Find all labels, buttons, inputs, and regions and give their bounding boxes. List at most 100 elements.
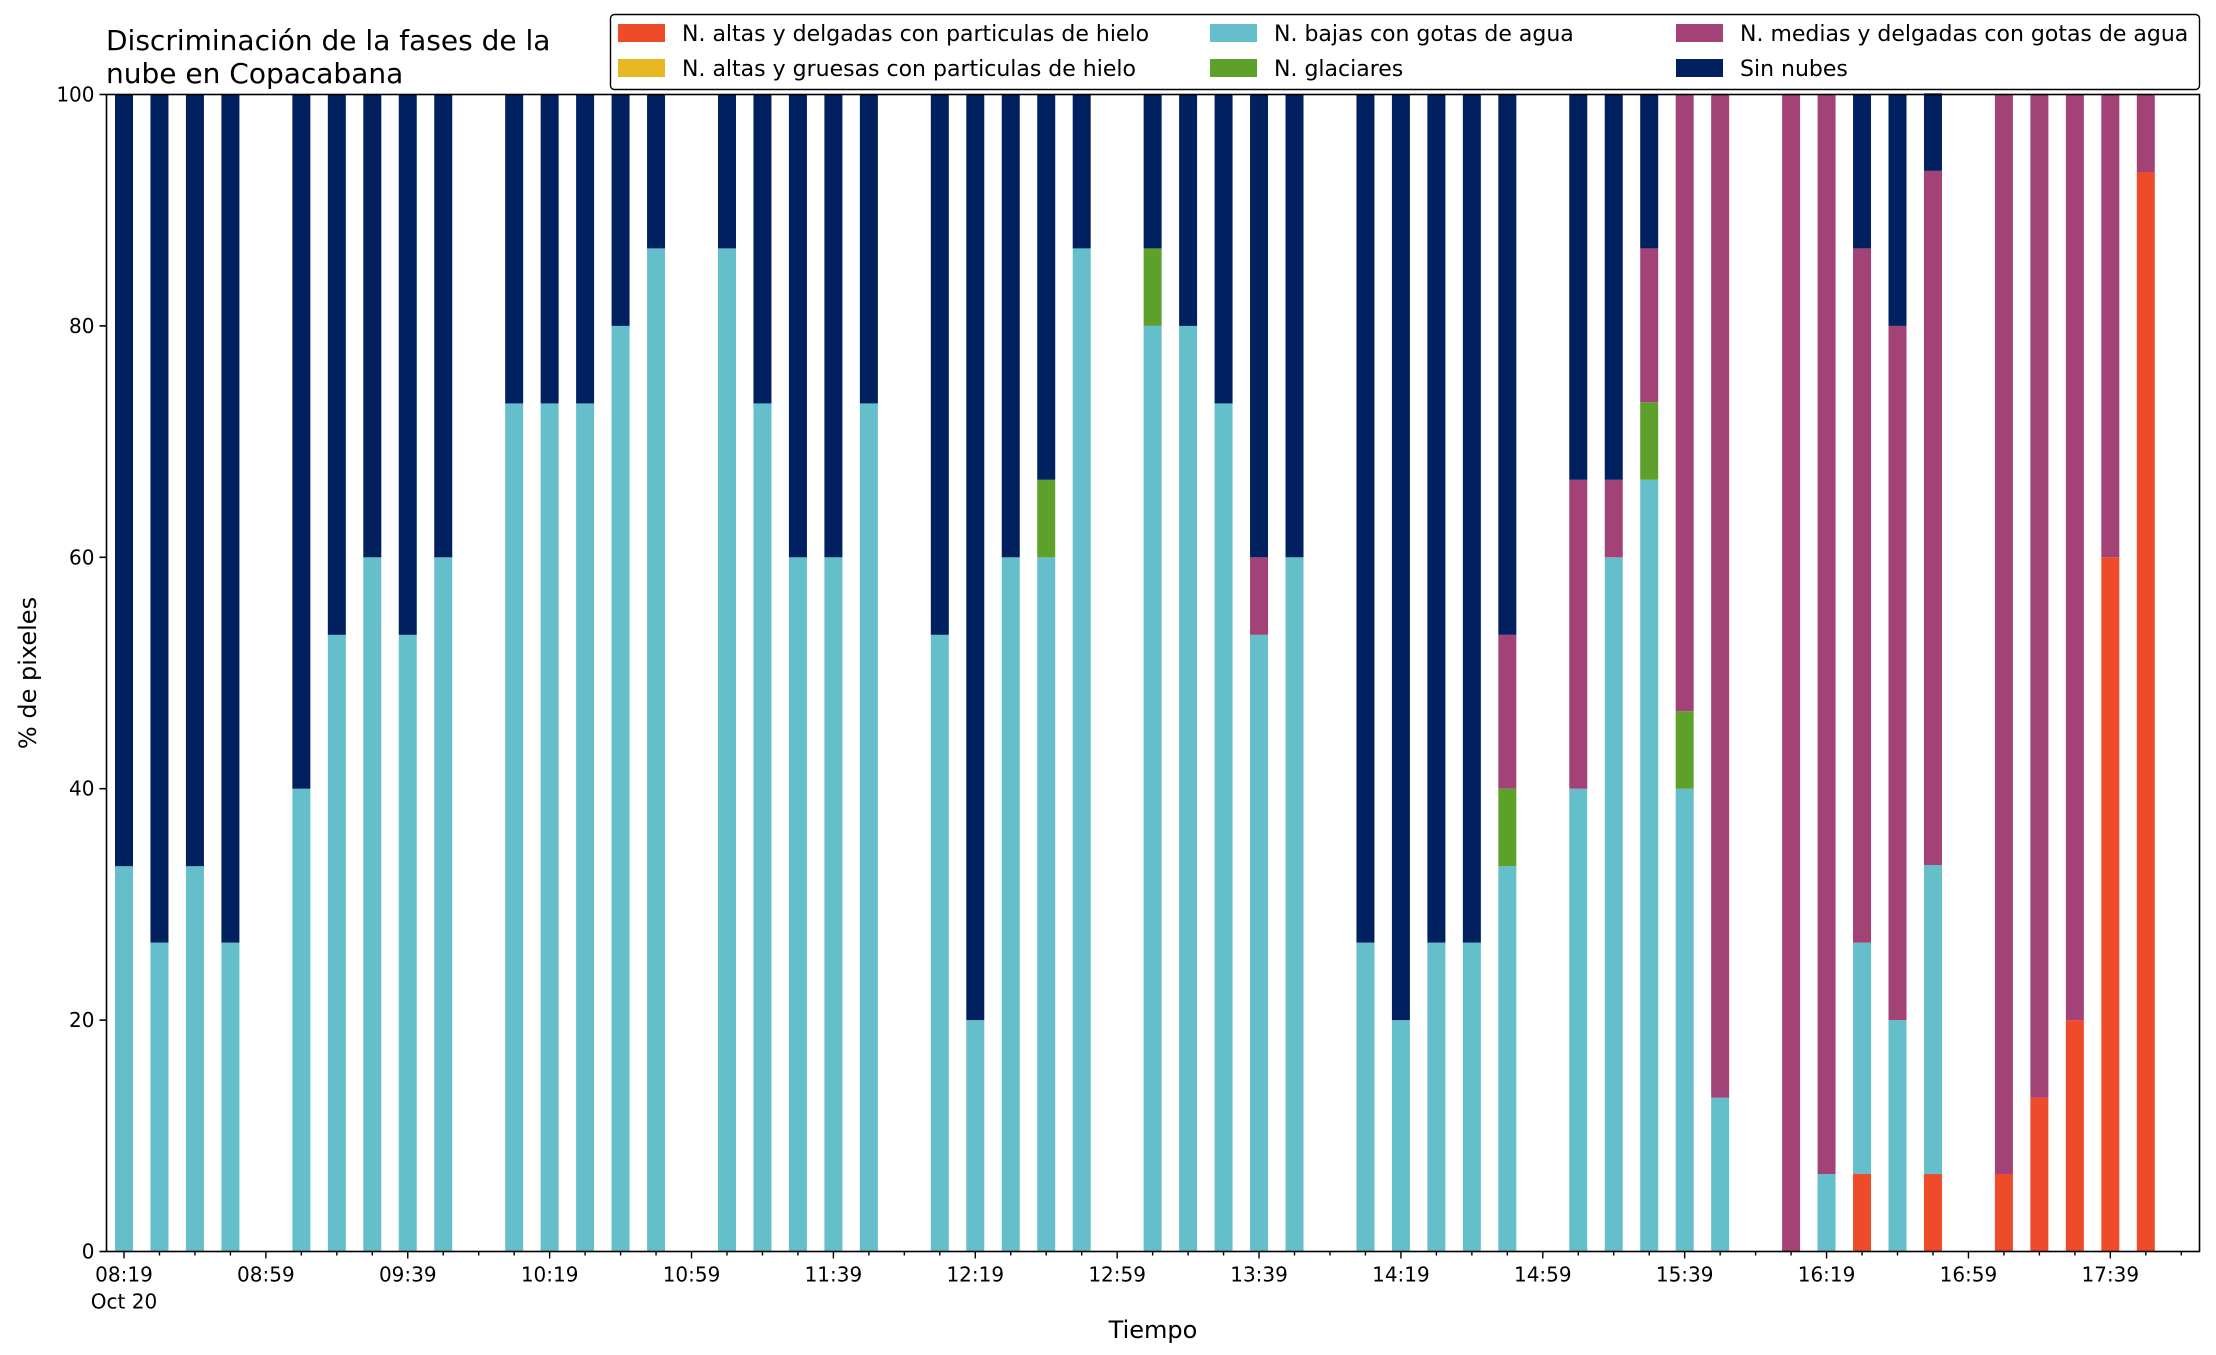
bar-stack [1391,94,1410,1252]
bar-stack [1001,94,1020,1252]
bar-segment [2136,172,2155,1252]
bar-segment [966,94,985,1021]
bar-segment [1356,94,1375,943]
bar-segment [2136,94,2155,173]
bar-stack [1285,94,1304,1252]
bar-segment [1462,942,1481,1252]
bar-segment [398,94,417,635]
legend-label: N. altas y delgadas con particulas de hi… [682,22,1149,47]
bar-stack [576,94,595,1252]
bar-segment [647,248,666,1252]
bar-segment [505,94,524,404]
bar-segment [576,94,595,404]
x-tick-label: 10:19 [521,1263,579,1287]
legend-label: Sin nubes [1740,57,1848,82]
bar-stack [1923,93,1942,1252]
x-tick-label: 11:39 [805,1263,863,1287]
y-axis-label: % de pixeles [14,597,42,749]
bar-stack [1994,94,2013,1252]
bar-stack [434,94,453,1252]
bar-stack [1498,94,1517,1252]
bar-stack [1143,94,1162,1252]
bar-segment [1214,403,1233,1252]
legend-swatch [1210,59,1257,77]
legend-swatch [1676,24,1723,42]
x-axis-label: Tiempo [1108,1316,1198,1344]
bar-segment [1498,634,1517,789]
bar-segment [2101,94,2120,558]
bar-segment [1853,1173,1872,1252]
bar-segment [1356,942,1375,1252]
bar-segment [1888,325,1907,1021]
legend-item: N. medias y delgadas con gotas de agua [1676,22,2188,47]
bar-stack [2101,94,2120,1252]
bar-stack [824,94,843,1252]
bar-stack [540,94,559,1252]
bar-segment [930,94,949,635]
bar-segment [1675,711,1694,789]
bar-stack [1569,94,1588,1252]
bar-stack [1072,94,1091,1252]
bar-stack [398,94,417,1252]
legend-swatch [618,59,665,77]
bar-segment [788,557,807,1252]
bar-segment [327,634,346,1252]
bar-segment [221,942,240,1252]
x-tick-label: 14:19 [1372,1263,1430,1287]
bar-segment [1853,942,1872,1174]
bar-segment [1994,1173,2013,1252]
bar-segment [1179,325,1198,1252]
bar-stack [2065,94,2084,1252]
legend-box [609,13,2201,91]
bar-segment [1391,1020,1410,1252]
y-tick-label: 100 [56,83,94,107]
bar-segment [1817,94,1836,1174]
bar-segment [2101,557,2120,1252]
bar-segment [1853,94,1872,249]
x-tick-label: 12:59 [1088,1263,1146,1287]
bar-segment [1143,94,1162,249]
bar-segment [185,866,204,1252]
bar-segment [966,1020,985,1252]
bar-segment [1569,788,1588,1252]
bar-stack [1782,94,1801,1252]
bar-segment [717,94,736,249]
bar-segment [1143,248,1162,326]
bar-stack [1037,94,1056,1252]
bar-segment [363,94,382,558]
bar-segment [185,94,204,867]
bar-stack [1675,94,1694,1252]
legend-label: N. medias y delgadas con gotas de agua [1740,22,2188,47]
bar-segment [1427,942,1446,1252]
bar-stack [2030,94,2049,1252]
bar-segment [859,94,878,404]
bar-segment [1923,170,1942,866]
bar-stack [1888,94,1907,1252]
y-tick-label: 20 [69,1008,94,1032]
bar-stack [1640,94,1659,1252]
bar-segment [363,557,382,1252]
bar-stack [788,94,807,1252]
bar-segment [1179,94,1198,326]
bar-segment [1604,479,1623,558]
chart-title-line-2: nube en Copacabana [106,57,403,90]
x-tick-label: 15:39 [1656,1263,1714,1287]
x-tick-label: 10:59 [663,1263,721,1287]
y-tick-label: 80 [69,314,94,338]
bar-stack [221,94,240,1252]
bar-segment [1391,94,1410,1021]
bar-stack [753,94,772,1252]
bar-segment [717,248,736,1252]
bar-stack [327,94,346,1252]
x-tick-label: 14:59 [1514,1263,1572,1287]
bar-segment [859,403,878,1252]
bar-segment [1923,865,1942,1174]
bar-segment [1001,557,1020,1252]
bar-segment [1143,325,1162,1252]
y-tick-label: 60 [69,545,94,569]
bar-stack [930,94,949,1252]
bar-segment [2065,94,2084,1021]
bar-segment [824,94,843,558]
bar-segment [1604,94,1623,480]
bar-stack [1179,94,1198,1252]
